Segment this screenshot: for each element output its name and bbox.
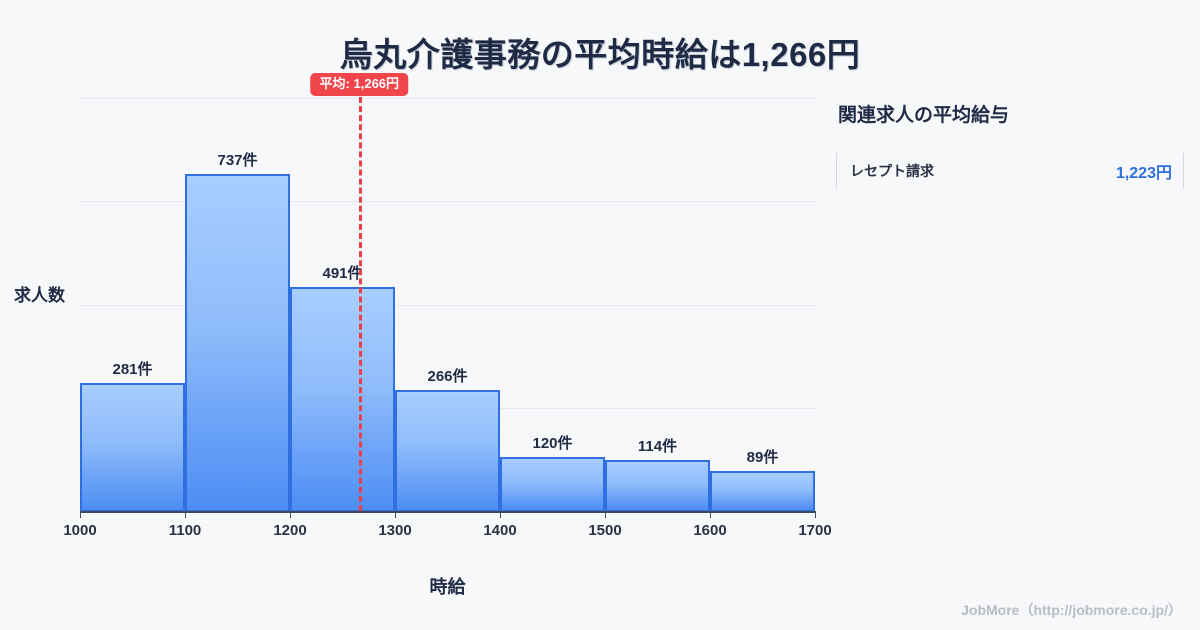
plot-area: 281件 737件 491件 266件 120件 114件 89件 平均: 1,266円 1…: [63, 73, 832, 539]
x-tick-mark: [710, 511, 711, 518]
x-axis-line: [80, 511, 816, 513]
histogram-bar: [395, 389, 500, 512]
x-tick-label: 1500: [588, 522, 622, 539]
histogram-bar: [500, 456, 605, 512]
y-axis-title: 求人数: [14, 286, 65, 305]
x-tick-mark: [80, 511, 81, 518]
bar-value-label: 491件: [322, 264, 363, 282]
histogram-bar: [185, 173, 290, 512]
x-tick-mark: [185, 511, 186, 518]
footer-watermark: JobMore（http://jobmore.co.jp/）: [961, 602, 1182, 618]
x-tick-mark: [605, 511, 606, 518]
bar-value-label: 281件: [112, 361, 153, 379]
average-line: [359, 97, 363, 511]
related-salary-list: レセプト請求 1,223円: [836, 153, 1184, 189]
histogram-bar: [80, 383, 185, 512]
salary-row-value: 1,223円: [1115, 165, 1172, 182]
x-tick-mark: [395, 511, 396, 518]
x-tick-label: 1600: [693, 522, 727, 539]
x-tick-label: 1000: [63, 522, 97, 539]
x-axis-title: 時給: [429, 577, 466, 597]
histogram-bar: [710, 471, 815, 512]
average-badge: 平均: 1,266円: [310, 73, 409, 97]
x-tick-label: 1200: [273, 522, 307, 539]
x-tick-mark: [290, 511, 291, 518]
related-salary-panel: 関連求人の平均給与 レセプト請求 1,223円: [836, 100, 1184, 189]
bar-value-label: 89件: [746, 449, 779, 467]
bar-value-label: 120件: [532, 434, 573, 452]
histogram-bar: [605, 459, 710, 512]
x-tick-mark: [815, 511, 816, 518]
bar-value-label: 114件: [637, 437, 678, 455]
gridline: [80, 98, 815, 99]
histogram-bar: [290, 286, 395, 512]
x-tick-label: 1700: [798, 522, 832, 539]
gridline: [80, 201, 815, 203]
x-tick-label: 1300: [378, 522, 412, 539]
bar-value-label: 266件: [427, 367, 468, 385]
x-tick-label: 1100: [168, 522, 202, 539]
x-tick-mark: [500, 511, 501, 518]
page-title: 烏丸介護事務の平均時給は1,266円: [339, 36, 861, 73]
related-salary-heading: 関連求人の平均給与: [838, 105, 1010, 126]
x-tick-label: 1400: [483, 522, 517, 539]
histogram-chart: 求人数 281件 737件 491件 266件 120件 114件 89件 平均: 1,26…: [14, 73, 832, 597]
salary-row-label: レセプト請求: [850, 163, 934, 179]
gridline: [80, 304, 815, 306]
bar-value-label: 737件: [217, 151, 258, 169]
salary-row[interactable]: レセプト請求 1,223円: [836, 153, 1184, 189]
